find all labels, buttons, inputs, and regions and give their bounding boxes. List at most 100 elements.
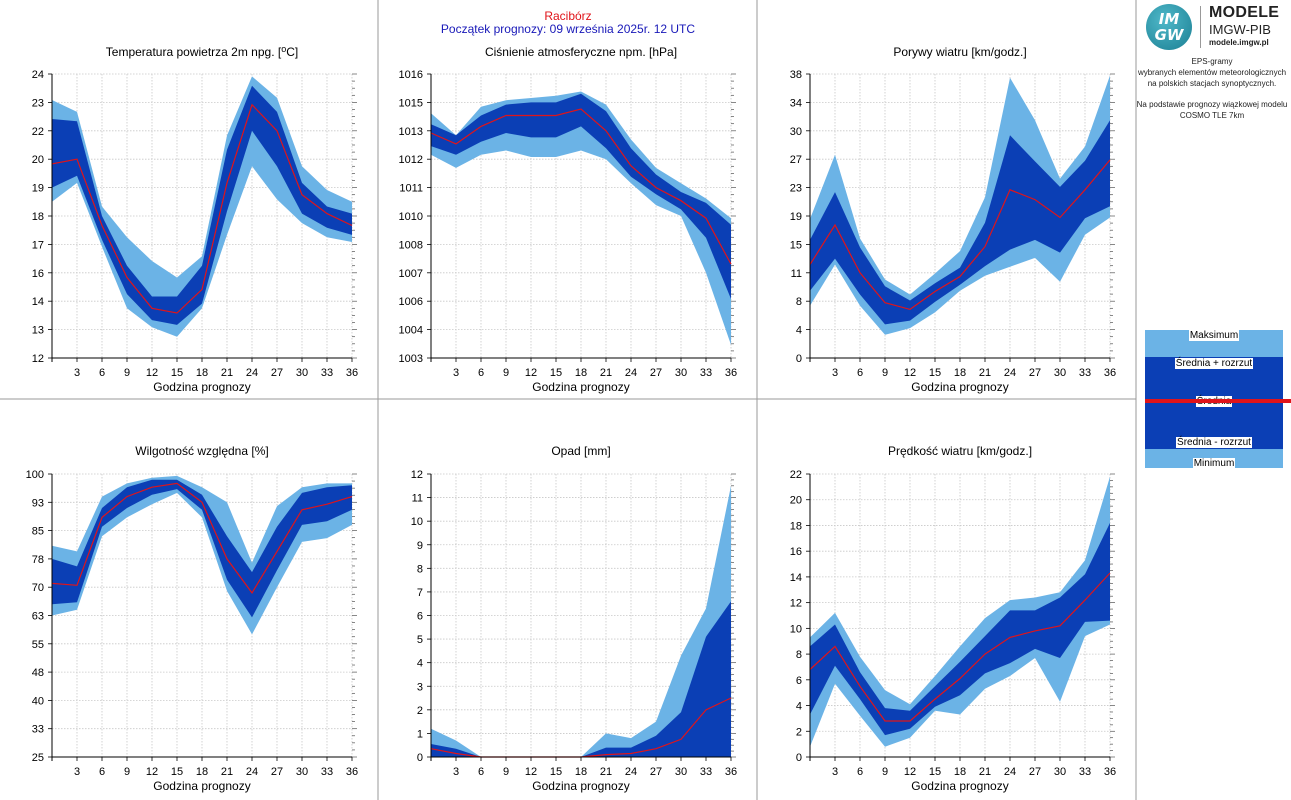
y-tick-label: 0: [796, 752, 802, 764]
y-tick-label: 0: [417, 752, 423, 764]
x-tick-label: 33: [1079, 766, 1091, 778]
x-tick-label: 12: [525, 367, 537, 379]
series-mean-line: [51, 482, 353, 594]
series-spread-band: [810, 522, 1110, 736]
chart-title: Prędkość wiatru [km/godz.]: [888, 444, 1032, 458]
y-tick-label: 12: [411, 469, 423, 481]
y-tick-label: 9: [417, 540, 423, 552]
y-tick-label: 2: [796, 726, 802, 738]
y-tick-label: 15: [790, 239, 802, 251]
series-spread-band: [810, 120, 1110, 325]
x-tick-label: 21: [221, 766, 233, 778]
series-mean-line: [430, 108, 732, 265]
x-tick-label: 9: [882, 766, 888, 778]
x-axis-label: Godzina prognozy: [911, 779, 1008, 793]
y-tick-label: 1012: [399, 154, 423, 166]
x-tick-label: 9: [882, 367, 888, 379]
x-tick-label: 36: [725, 367, 737, 379]
y-tick-label: 34: [790, 97, 802, 109]
logo-mark-bottom: GW: [1154, 26, 1184, 44]
x-tick-label: 21: [221, 367, 233, 379]
y-tick-label: 24: [32, 69, 44, 81]
x-tick-label: 15: [929, 367, 941, 379]
y-tick-label: 27: [790, 154, 802, 166]
x-tick-label: 3: [832, 367, 838, 379]
y-tick-label: 11: [412, 493, 423, 505]
logo-url: modele.imgw.pl: [1209, 38, 1269, 47]
y-tick-label: 93: [32, 497, 44, 509]
y-tick-label: 33: [32, 724, 44, 736]
x-tick-label: 3: [74, 766, 80, 778]
x-tick-label: 3: [832, 766, 838, 778]
x-tick-label: 3: [74, 367, 80, 379]
chart-title: Wilgotność względna [%]: [135, 444, 268, 458]
x-tick-label: 21: [979, 766, 991, 778]
chart-title: Porywy wiatru [km/godz.]: [893, 45, 1026, 59]
x-tick-label: 12: [146, 766, 158, 778]
y-tick-label: 6: [417, 611, 423, 623]
y-tick-label: 2: [417, 705, 423, 717]
x-axis-label: Godzina prognozy: [532, 380, 629, 394]
x-tick-label: 6: [478, 766, 484, 778]
y-tick-label: 23: [32, 97, 44, 109]
x-tick-label: 36: [346, 367, 358, 379]
y-tick-label: 0: [796, 353, 802, 365]
x-tick-label: 18: [954, 766, 966, 778]
chart-2: Porywy wiatru [km/godz.] 0 4 8 11 15 19 23 27 30 3…: [790, 45, 1116, 394]
x-tick-label: 36: [725, 766, 737, 778]
y-tick-label: 10: [411, 516, 423, 528]
y-tick-label: 40: [32, 695, 44, 707]
y-tick-label: 1006: [399, 296, 423, 308]
y-tick-label: 1003: [399, 353, 423, 365]
x-tick-label: 3: [453, 367, 459, 379]
x-tick-label: 15: [550, 766, 562, 778]
x-tick-label: 9: [503, 766, 509, 778]
y-tick-label: 1011: [399, 183, 423, 195]
x-axis-label: Godzina prognozy: [532, 779, 629, 793]
info-line-5: COSMO TLE 7km: [1179, 111, 1245, 120]
x-tick-label: 18: [575, 367, 587, 379]
x-tick-label: 18: [196, 367, 208, 379]
x-axis-label: Godzina prognozy: [153, 380, 250, 394]
y-tick-label: 18: [32, 211, 44, 223]
y-tick-label: 38: [790, 69, 802, 81]
series-min-max-band: [431, 91, 731, 345]
y-tick-label: 8: [796, 296, 802, 308]
x-tick-label: 6: [857, 766, 863, 778]
y-tick-label: 1008: [399, 239, 423, 251]
legend-min-label: Minimum: [1192, 458, 1236, 469]
info-line-1: EPS-gramy: [1191, 57, 1233, 66]
x-tick-label: 12: [904, 766, 916, 778]
y-tick-label: 19: [32, 183, 44, 195]
x-tick-label: 24: [625, 367, 637, 379]
x-tick-label: 33: [700, 367, 712, 379]
x-tick-label: 33: [1079, 367, 1091, 379]
imgw-logo-icon: IM GW: [1146, 4, 1192, 50]
chart-3: Wilgotność względna [%]25334048556370788…: [26, 444, 358, 793]
series-min-max-band: [810, 75, 1110, 335]
y-tick-label: 22: [790, 469, 802, 481]
x-tick-label: 24: [246, 367, 258, 379]
y-tick-label: 7: [417, 587, 423, 599]
x-tick-label: 33: [700, 766, 712, 778]
chart-title: Temperatura powietrza 2m npg. [oC]: [106, 44, 298, 59]
y-tick-label: 4: [796, 701, 802, 713]
x-tick-label: 30: [296, 766, 308, 778]
logo-subtitle: IMGW-PIB: [1209, 22, 1271, 37]
x-tick-label: 21: [979, 367, 991, 379]
y-tick-label: 17: [32, 239, 44, 251]
x-tick-label: 30: [296, 367, 308, 379]
y-tick-label: 16: [32, 268, 44, 280]
x-tick-label: 9: [124, 766, 130, 778]
y-tick-label: 1: [417, 728, 423, 740]
x-tick-label: 24: [246, 766, 258, 778]
y-tick-label: 100: [26, 469, 44, 481]
y-tick-label: 22: [32, 126, 44, 138]
series-spread-band: [52, 479, 352, 618]
x-tick-label: 18: [954, 367, 966, 379]
station-name: Racibórz: [544, 9, 592, 23]
y-tick-label: 23: [790, 183, 802, 195]
x-tick-label: 36: [1104, 367, 1116, 379]
y-tick-label: 3: [417, 681, 423, 693]
